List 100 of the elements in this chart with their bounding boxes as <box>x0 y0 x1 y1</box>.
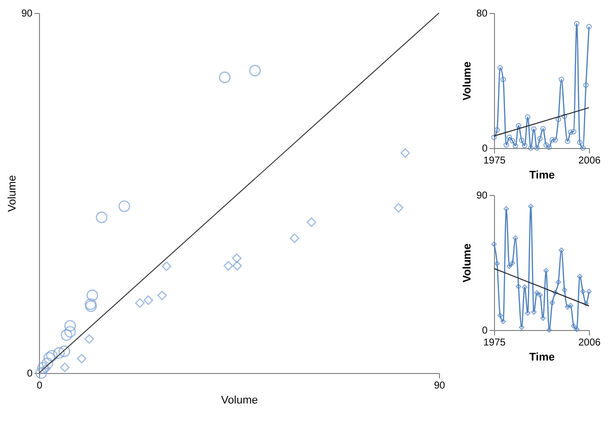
point <box>574 326 580 332</box>
point <box>546 327 552 333</box>
point <box>583 300 589 306</box>
point <box>531 126 537 132</box>
point <box>37 362 49 374</box>
point <box>162 261 172 271</box>
point <box>60 329 72 341</box>
point <box>400 148 410 158</box>
point <box>540 126 546 132</box>
point <box>537 292 543 298</box>
point <box>534 290 540 296</box>
point <box>76 354 86 364</box>
point <box>157 290 167 300</box>
y-axis-title: Volume <box>461 244 474 282</box>
y-axis-title: Volume <box>461 62 474 100</box>
point <box>537 136 543 142</box>
point <box>564 304 570 310</box>
point <box>577 140 583 146</box>
point <box>570 128 576 134</box>
point <box>42 358 54 370</box>
point <box>86 290 98 302</box>
point <box>583 82 589 88</box>
point <box>135 298 145 308</box>
point <box>577 274 583 280</box>
point <box>40 364 50 374</box>
x-tick-label: 1975 <box>483 156 506 166</box>
point <box>570 323 576 329</box>
point <box>558 76 564 82</box>
point <box>290 233 300 243</box>
point <box>516 122 522 128</box>
point <box>552 290 558 296</box>
point <box>35 367 48 379</box>
point <box>504 142 509 148</box>
x-axis-title: Volume <box>221 394 258 406</box>
x-axis-title: Time <box>529 170 555 182</box>
y-tick-label: 0 <box>482 326 488 336</box>
point <box>580 288 586 294</box>
point <box>144 295 154 305</box>
point <box>522 142 528 148</box>
x-axis-title: Time <box>529 352 555 364</box>
point <box>64 326 76 338</box>
point <box>43 352 56 364</box>
y-tick-label: 90 <box>476 190 488 202</box>
y-axis-title: Volume <box>6 175 18 212</box>
point <box>96 212 108 224</box>
point <box>232 261 242 271</box>
point <box>543 268 549 274</box>
point <box>556 116 562 122</box>
point <box>586 288 592 294</box>
point <box>534 145 540 151</box>
point <box>556 279 562 285</box>
point <box>497 312 503 318</box>
point <box>506 264 512 269</box>
point <box>494 127 500 133</box>
point <box>549 300 555 306</box>
point <box>546 144 552 150</box>
point <box>568 129 574 135</box>
point <box>580 145 586 151</box>
point <box>46 350 58 362</box>
x-tick-label: 2006 <box>578 338 602 348</box>
point <box>232 253 242 263</box>
point <box>510 138 516 144</box>
point <box>552 137 558 143</box>
point <box>84 334 94 344</box>
point <box>564 138 570 144</box>
point <box>512 235 518 241</box>
point <box>528 145 534 151</box>
point <box>518 138 524 143</box>
point <box>306 217 316 227</box>
point <box>58 346 70 358</box>
point <box>574 20 580 26</box>
point <box>500 76 506 82</box>
point <box>512 143 518 149</box>
point <box>562 114 568 120</box>
point <box>491 241 497 247</box>
x-tick-label: 2006 <box>578 156 602 166</box>
point <box>118 200 130 212</box>
point <box>224 261 234 271</box>
point <box>494 260 500 266</box>
point <box>394 203 404 213</box>
point <box>549 137 555 143</box>
x-tick-label: 1975 <box>483 338 506 348</box>
point <box>497 65 503 71</box>
point <box>518 324 524 330</box>
point <box>506 134 512 140</box>
y-tick-label: 0 <box>482 144 488 154</box>
point <box>218 72 231 84</box>
point <box>543 142 549 148</box>
point <box>558 247 564 253</box>
point <box>568 302 574 308</box>
point <box>249 64 261 76</box>
point <box>60 362 70 372</box>
y-tick-label: 80 <box>476 8 488 20</box>
point <box>524 114 530 120</box>
point <box>510 260 516 266</box>
point <box>522 284 528 290</box>
point <box>516 284 522 290</box>
point <box>53 347 65 359</box>
point <box>500 318 506 324</box>
point <box>64 320 76 332</box>
